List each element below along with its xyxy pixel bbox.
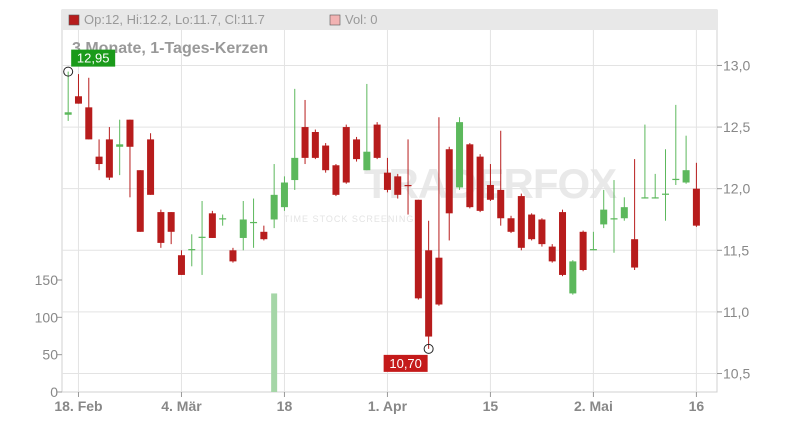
candle-body [517,196,525,248]
candle-body [208,213,216,238]
candle-body [260,231,268,240]
y-tick-label: 12,5 [723,119,750,135]
candle-body [291,157,299,181]
x-tick-label: 15 [483,398,499,414]
candle-body [476,156,484,211]
candle-body [538,219,546,245]
candle-body [136,170,144,232]
candle-body [219,218,227,220]
candle-body [404,184,412,187]
candle-body [528,214,536,240]
candle-body [394,176,402,195]
candle-body [610,218,618,220]
plot-frame [61,9,718,393]
volume-tick-label: 0 [50,384,58,400]
candle-body [250,221,258,224]
candle-body [157,212,165,243]
x-tick-label: 1. Apr [368,398,408,414]
y-tick-label: 10,5 [723,366,750,382]
x-tick-label: 2. Mai [574,398,613,414]
candle-body [414,199,422,299]
candle-body [425,250,433,337]
volume-header-text: Vol: 0 [345,12,378,27]
candle-body [270,194,278,220]
low-label-box [383,354,428,372]
high-label: 12,95 [77,51,110,66]
candle-body [383,172,391,190]
candle-body [74,96,82,104]
candle-body [322,145,330,171]
candle-body [198,236,206,238]
candle-body [662,193,670,195]
candle-body [311,131,319,158]
candle-body [507,218,515,232]
candle-body [435,257,443,305]
candle-body [672,178,680,181]
candle-body [445,149,453,214]
candle-body [631,239,639,268]
volume-tick-label: 100 [35,309,59,325]
candle-body [342,127,350,183]
x-tick-label: 18 [277,398,293,414]
candle-body [373,124,381,158]
x-tick-label: 4. Mär [161,398,202,414]
candle-body [85,107,93,140]
candle-body [579,231,587,271]
candle-body [95,156,103,165]
volume-tick-label: 50 [42,347,58,363]
candle-body [363,151,371,171]
candle-body [353,139,361,160]
volume-swatch [329,14,341,26]
volume-bar [271,293,278,392]
y-tick-label: 13,0 [723,57,750,73]
volume-tick-label: 150 [35,272,59,288]
header-swatch [68,14,80,26]
candle-body [177,255,185,275]
x-tick-label: 18. Feb [54,398,102,414]
candle-body [301,127,309,158]
candle-body [126,119,134,147]
candle-body [600,209,608,225]
candle-body [486,184,494,200]
candle-body [229,250,237,262]
candle-body [651,197,659,199]
candle-body [620,207,628,219]
candle-body [64,112,72,115]
header-bar [62,10,717,30]
header-text: Op:12, Hi:12.2, Lo:11.7, Cl:11.7 [84,12,265,27]
low-label: 10,70 [389,356,422,371]
y-tick-label: 12,0 [723,181,750,197]
candle-body [682,170,690,183]
candle-body [692,188,700,226]
candle-body [239,219,247,238]
candle-body [466,144,474,208]
candle-body [188,249,196,251]
y-tick-label: 11,5 [723,242,749,258]
candle-body [167,212,175,232]
subtitle: 3 Monate, 1-Tages-Kerzen [72,40,268,57]
high-label-box [71,49,116,67]
candle-body [280,182,288,208]
candle-body [332,165,340,195]
candle-body [116,144,124,147]
low-marker [423,343,434,354]
candle-body [569,261,577,294]
candle-body [548,246,556,262]
high-marker [63,66,74,77]
watermark-sub: TIME STOCK SCREENING [284,214,415,224]
y-tick-label: 11,0 [723,304,749,320]
candle-body [589,249,597,251]
candle-body [105,139,113,178]
x-tick-label: 16 [689,398,705,414]
candle-body [559,212,567,275]
candle-body [641,197,649,199]
candle-body [147,139,155,195]
candle-body [456,122,464,188]
candle-body [497,189,505,219]
